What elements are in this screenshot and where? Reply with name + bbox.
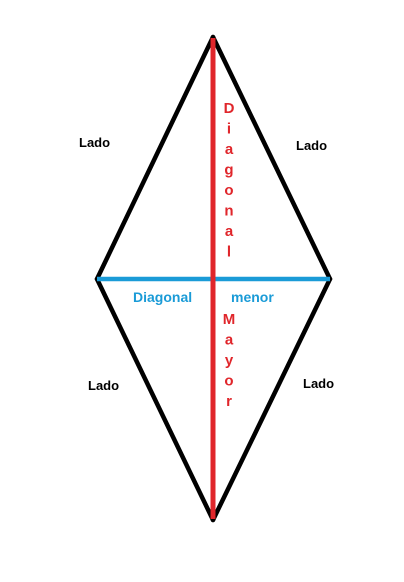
major-diagonal-letter: o — [224, 373, 233, 390]
major-diagonal-letter: n — [224, 203, 233, 220]
side-label-bottom-left: Lado — [88, 378, 119, 393]
major-diagonal-letter: a — [225, 223, 234, 240]
major-diagonal-letter: r — [226, 393, 232, 410]
minor-diagonal-label-word2: menor — [231, 289, 274, 305]
major-diagonal-letter: a — [225, 141, 234, 158]
side-label-bottom-right: Lado — [303, 376, 334, 391]
major-diagonal-label-word1: Diagonal — [224, 100, 235, 261]
side-bottom-right — [210, 276, 333, 523]
major-diagonal-letter: y — [225, 352, 234, 369]
side-top-right — [210, 34, 333, 282]
major-diagonal-letter: D — [224, 100, 235, 117]
minor-diagonal-label-word1: Diagonal — [133, 289, 192, 305]
major-diagonal-letter: i — [227, 121, 231, 138]
side-bottom-left — [94, 276, 216, 523]
side-label-top-left: Lado — [79, 135, 110, 150]
major-diagonal-letter: l — [227, 244, 231, 261]
side-label-top-right: Lado — [296, 138, 327, 153]
major-diagonal-letter: g — [224, 162, 233, 179]
major-diagonal-letter: a — [225, 332, 234, 349]
major-diagonal-letter: M — [223, 311, 236, 328]
side-top-left — [94, 34, 216, 282]
major-diagonal-letter: o — [224, 182, 233, 199]
